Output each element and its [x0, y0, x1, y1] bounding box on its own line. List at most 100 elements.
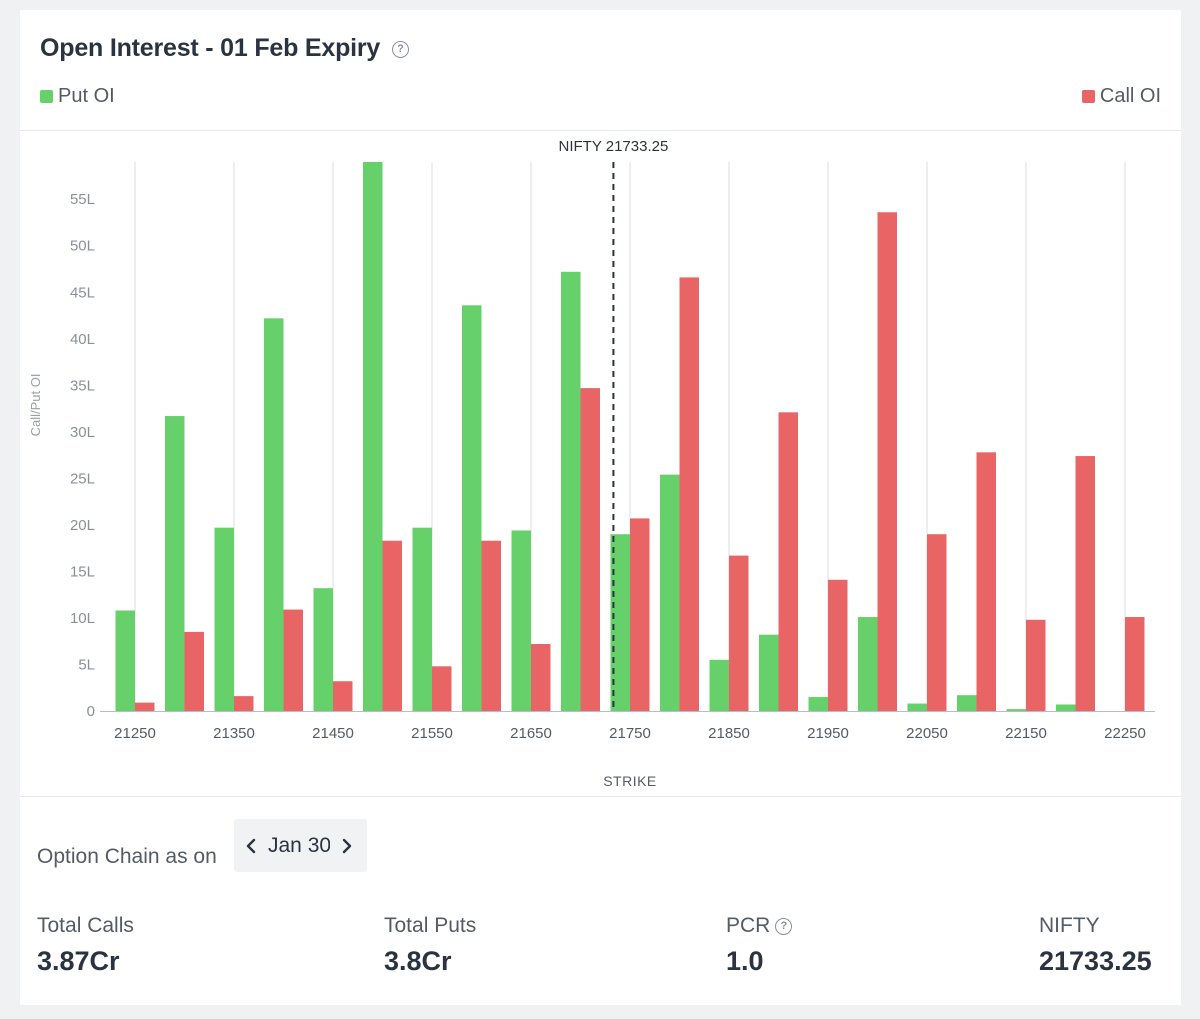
- put-bar-22200: [1056, 704, 1076, 711]
- call-bar-21700: [580, 388, 600, 711]
- legend-put-label: Put OI: [58, 85, 115, 107]
- put-bar-21550: [412, 527, 432, 711]
- put-bar-21650: [511, 530, 531, 711]
- put-bar-21900: [759, 634, 779, 711]
- y-tick-25L: 25L: [70, 470, 95, 487]
- put-bar-21500: [363, 162, 383, 711]
- option-chain-summary: Option Chain as on Jan 30 Total Calls 3.…: [20, 796, 1181, 1006]
- put-bar-21600: [462, 305, 482, 711]
- x-tick-21750: 21750: [609, 725, 651, 742]
- put-bar-22000: [858, 617, 878, 711]
- selected-date: Jan 30: [268, 833, 330, 857]
- call-bar-21900: [778, 412, 798, 711]
- put-bar-21450: [313, 588, 333, 711]
- put-bar-21250: [115, 610, 135, 711]
- call-bar-21950: [828, 579, 848, 711]
- legend-put-swatch: [40, 90, 53, 103]
- y-tick-15L: 15L: [70, 563, 95, 580]
- next-date-button[interactable]: [330, 819, 364, 872]
- pcr-value: 1.0: [726, 946, 764, 976]
- oi-bar-chart: 0 5L 10L 15L 20L 25L 30L 35L 40L 45L 50L 55L 21250 21…: [28, 138, 1155, 789]
- total-calls-label: Total Calls: [37, 914, 134, 937]
- put-bar-21400: [264, 318, 284, 711]
- call-bar-22250: [1125, 617, 1145, 711]
- y-axis-title: Call/Put OI: [28, 374, 43, 437]
- stat-nifty: NIFTY 21733.25: [1039, 914, 1152, 977]
- x-tick-21550: 21550: [411, 725, 453, 742]
- help-icon[interactable]: ?: [392, 41, 409, 58]
- y-tick-45L: 45L: [70, 284, 95, 301]
- pcr-label-row: PCR ?: [726, 914, 793, 938]
- call-bar-22100: [976, 452, 996, 711]
- total-puts-label: Total Puts: [384, 914, 477, 937]
- x-tick-22050: 22050: [906, 725, 948, 742]
- chart-header: Open Interest - 01 Feb Expiry ? Put OI C…: [20, 10, 1181, 131]
- option-chain-label: Option Chain as on: [37, 845, 217, 868]
- y-tick-30L: 30L: [70, 424, 95, 441]
- call-bar-22200: [1075, 456, 1095, 711]
- y-tick-35L: 35L: [70, 377, 95, 394]
- call-bar-21500: [382, 540, 402, 711]
- legend-call[interactable]: Call OI: [1081, 85, 1161, 108]
- y-tick-5L: 5L: [78, 656, 95, 673]
- legend-call-swatch: [1081, 90, 1095, 103]
- stat-total-calls: Total Calls 3.87Cr: [37, 914, 134, 977]
- y-tick-20L: 20L: [70, 517, 95, 534]
- put-bar-21700: [561, 271, 581, 711]
- prev-date-button[interactable]: [234, 819, 268, 872]
- legend-put[interactable]: Put OI: [40, 85, 115, 108]
- call-bar-21400: [283, 609, 303, 711]
- put-bar-22100: [957, 695, 977, 711]
- put-bar-22050: [907, 703, 927, 711]
- legend-call-label: Call OI: [1099, 85, 1161, 107]
- x-tick-22150: 22150: [1005, 725, 1047, 742]
- total-puts-value: 3.8Cr: [384, 946, 452, 976]
- x-tick-21450: 21450: [312, 725, 354, 742]
- x-tick-21950: 21950: [807, 725, 849, 742]
- call-bar-22150: [1026, 619, 1046, 711]
- call-bar-21800: [679, 277, 699, 711]
- put-bar-22150: [1006, 709, 1026, 711]
- y-tick-40L: 40L: [70, 331, 95, 348]
- x-axis-title: STRIKE: [603, 773, 657, 789]
- chevron-right-icon: [342, 838, 352, 853]
- call-bar-22050: [927, 534, 947, 711]
- call-bar-21550: [432, 666, 452, 711]
- x-tick-22250: 22250: [1104, 725, 1146, 742]
- date-navigator: Jan 30: [234, 819, 367, 872]
- call-bar-21450: [333, 681, 353, 711]
- call-bar-21250: [135, 702, 155, 711]
- put-bar-21850: [709, 659, 729, 711]
- total-calls-value: 3.87Cr: [37, 946, 120, 976]
- chart-title: Open Interest - 01 Feb Expiry: [40, 34, 381, 62]
- call-bar-21850: [729, 555, 749, 711]
- call-bar-21300: [184, 631, 204, 711]
- stat-total-puts: Total Puts 3.8Cr: [384, 914, 476, 977]
- open-interest-card: Open Interest - 01 Feb Expiry ? Put OI C…: [20, 10, 1181, 1005]
- x-tick-21850: 21850: [708, 725, 750, 742]
- call-bar-21350: [234, 696, 254, 711]
- x-tick-21650: 21650: [510, 725, 552, 742]
- nifty-value: 21733.25: [1039, 946, 1152, 976]
- put-bar-21350: [214, 527, 234, 711]
- put-bar-21950: [808, 697, 828, 711]
- chevron-left-icon: [246, 838, 256, 853]
- pcr-label: PCR: [726, 914, 771, 937]
- nifty-spot-label: NIFTY 21733.25: [559, 138, 669, 155]
- nifty-label: NIFTY: [1039, 914, 1100, 937]
- y-tick-0: 0: [87, 703, 95, 720]
- put-bar-21750: [610, 534, 630, 711]
- call-bar-21650: [531, 644, 551, 711]
- put-bar-21800: [660, 474, 680, 711]
- call-bar-21600: [481, 540, 501, 711]
- y-tick-50L: 50L: [70, 238, 95, 255]
- put-bar-21300: [165, 416, 185, 711]
- call-bar-21750: [630, 518, 650, 711]
- pcr-help-icon[interactable]: ?: [775, 917, 793, 935]
- y-tick-10L: 10L: [70, 610, 95, 627]
- call-bar-22000: [877, 212, 897, 711]
- y-tick-55L: 55L: [70, 191, 95, 208]
- x-tick-21250: 21250: [114, 725, 156, 742]
- stat-pcr: PCR ? 1.0: [726, 914, 793, 977]
- x-tick-21350: 21350: [213, 725, 255, 742]
